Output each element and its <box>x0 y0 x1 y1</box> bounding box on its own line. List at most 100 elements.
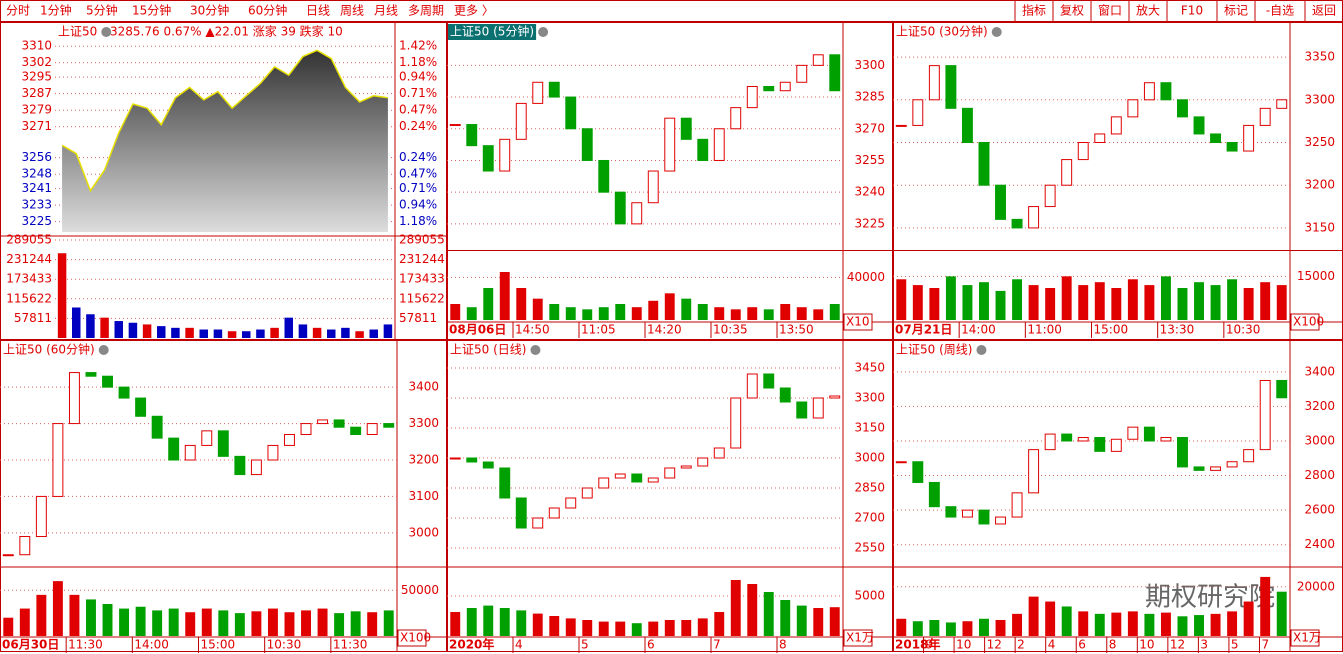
vol-tick-label: 173433 <box>6 272 52 286</box>
candle <box>680 465 692 469</box>
dropdown-icon[interactable] <box>98 345 109 355</box>
candle <box>713 447 725 459</box>
vol-unit: X100 <box>400 631 431 645</box>
toolbar-button[interactable]: 窗口 <box>1098 4 1122 18</box>
candle <box>1011 218 1023 229</box>
pct-label: 0.24% <box>399 119 437 133</box>
volume-bar <box>780 304 791 320</box>
volume-bar <box>355 331 364 338</box>
volume-bar <box>549 616 560 636</box>
volume-bar <box>383 324 393 338</box>
dropdown-icon[interactable] <box>101 27 112 37</box>
candle <box>1143 426 1155 442</box>
volume-bar <box>1227 279 1238 320</box>
toolbar-button[interactable]: 月线 <box>374 4 398 18</box>
candle <box>1011 492 1023 518</box>
x-tick-label: 8 <box>1109 638 1117 652</box>
toolbar-button[interactable]: 15分钟 <box>132 3 171 18</box>
volume-bar <box>532 613 543 636</box>
candle <box>746 373 758 399</box>
vol-tick-label: 50000 <box>401 583 439 597</box>
candle <box>995 184 1006 220</box>
candle <box>1028 206 1040 229</box>
candle <box>19 536 31 556</box>
toolbar-button[interactable]: 多周期 <box>408 4 444 18</box>
toolbar-button[interactable]: 1分钟 <box>40 3 72 18</box>
volume-bar <box>1243 601 1254 636</box>
panel-title: 上证50 (周线) <box>896 343 972 357</box>
vol-tick-label: 57811 <box>14 311 52 325</box>
y-tick-label: 3310 <box>21 39 52 53</box>
toolbar-button[interactable]: 复权 <box>1060 4 1084 18</box>
volume-bar <box>350 611 361 636</box>
toolbar-button[interactable]: 更多 〉 <box>454 4 494 18</box>
volume-bar <box>1144 285 1155 320</box>
vol-unit: X10 <box>846 315 870 329</box>
y-tick-label: 3000 <box>854 451 885 465</box>
x-tick-label: 5 <box>581 638 589 652</box>
dropdown-icon[interactable] <box>530 345 541 355</box>
toolbar-button[interactable]: 分时 <box>6 4 30 18</box>
toolbar-button[interactable]: 60分钟 <box>248 3 287 18</box>
pct-label: 0.94% <box>399 70 437 84</box>
toolbar-button[interactable]: 30分钟 <box>190 3 229 18</box>
panel-title: 上证50 (日线) <box>450 343 526 357</box>
volume-bar <box>1028 285 1039 320</box>
dropdown-icon[interactable] <box>976 345 987 355</box>
toolbar-button[interactable]: F10 <box>1181 4 1203 18</box>
y-tick-label: 3295 <box>21 70 52 84</box>
toolbar-button[interactable]: 放大 <box>1136 3 1160 18</box>
volume-bar <box>1111 612 1122 636</box>
candle <box>581 128 593 161</box>
candle <box>1193 466 1205 471</box>
candle <box>647 477 659 483</box>
candle <box>135 397 147 417</box>
y-tick-label: 3150 <box>1304 220 1335 234</box>
volume-bar <box>234 613 245 636</box>
candle <box>201 430 213 446</box>
volume-bar <box>995 290 1006 320</box>
candle <box>548 507 560 519</box>
unit-box <box>1290 313 1320 331</box>
volume-bar <box>962 621 973 636</box>
candle <box>779 81 791 92</box>
volume-bar <box>69 594 80 636</box>
candle <box>366 423 378 436</box>
candle <box>267 444 279 461</box>
toolbar-button[interactable]: 日线 <box>306 4 330 18</box>
y-tick-label: 2550 <box>854 541 885 555</box>
dropdown-icon[interactable] <box>538 27 549 37</box>
x-tick-label: 4 <box>1048 638 1056 652</box>
candle <box>1061 433 1073 442</box>
toolbar-button[interactable]: -自选 <box>1266 4 1294 18</box>
volume-bar <box>1111 288 1122 320</box>
y-tick-label: 3100 <box>408 489 439 503</box>
candle <box>995 516 1006 525</box>
volume-bar <box>1012 613 1023 636</box>
volume-bar <box>615 621 626 636</box>
toolbar-button[interactable]: 标记 <box>1224 4 1248 18</box>
dropdown-icon[interactable] <box>991 27 1002 37</box>
volume-bar <box>270 327 279 338</box>
y-tick-label: 3240 <box>854 185 885 199</box>
toolbar-button[interactable]: 返回 <box>1312 4 1336 18</box>
candle <box>1177 437 1188 468</box>
volume-bar <box>1094 613 1105 636</box>
toolbar-button[interactable]: 指标 <box>1022 3 1046 18</box>
volume-bar <box>747 307 758 320</box>
candle <box>581 487 593 499</box>
volume-bar <box>1260 576 1271 636</box>
volume-bar <box>157 326 166 338</box>
volume-bar <box>1078 611 1089 636</box>
y-tick-label: 3279 <box>21 103 52 117</box>
y-tick-label: 3300 <box>408 416 439 430</box>
y-tick-label: 3270 <box>854 121 885 135</box>
volume-bar <box>1160 276 1171 320</box>
candle <box>647 170 659 204</box>
volume-bar <box>697 304 708 320</box>
toolbar-button[interactable]: 5分钟 <box>86 3 118 18</box>
volume-bar <box>979 618 989 636</box>
volume-bar <box>102 604 113 636</box>
toolbar-button[interactable]: 周线 <box>340 4 364 18</box>
candle <box>631 473 643 483</box>
